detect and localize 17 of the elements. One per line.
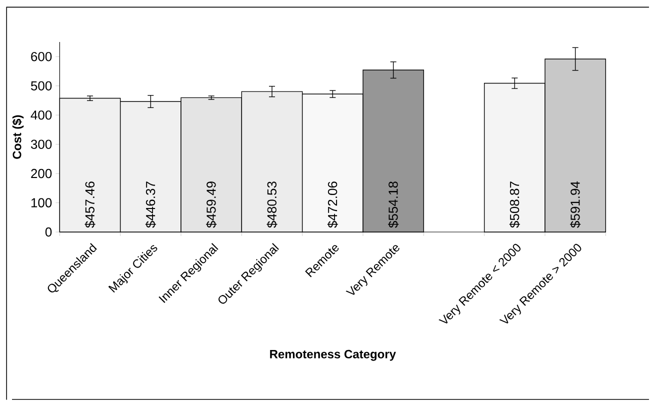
data-label: $459.49 [206,182,217,228]
y-tick-label: 100 [31,198,52,208]
data-label: $480.53 [266,182,278,228]
y-tick-label: 300 [30,140,52,149]
data-label: $554.18 [388,182,399,228]
y-axis-title: Cost ($) [12,115,24,159]
data-label: $457.46 [84,182,96,228]
data-label: $472.06 [327,182,338,228]
x-axis-title: Remoteness Category [270,350,396,361]
y-tick-label: 200 [31,168,52,178]
y-tick-label: 600 [31,52,52,62]
data-label: $591.94 [570,181,581,228]
y-tick-label: 500 [30,81,52,90]
y-tick-label: 400 [30,110,52,120]
data-label: $446.37 [145,182,156,228]
y-tick-label: 0 [45,227,52,237]
data-label: $508.87 [509,182,520,228]
